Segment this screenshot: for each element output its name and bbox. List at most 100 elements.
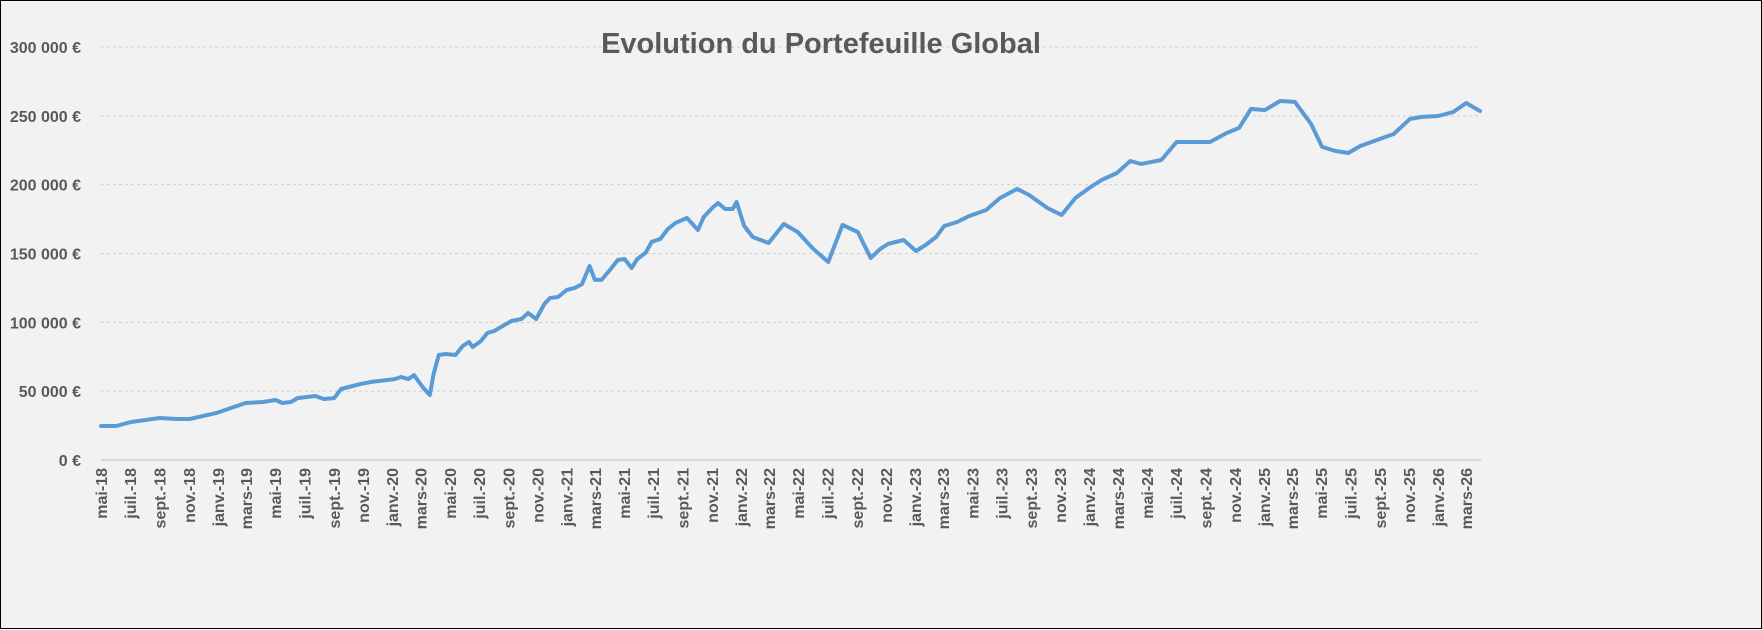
x-tick-label: janv.-23 xyxy=(908,468,925,528)
data-point xyxy=(543,303,545,305)
x-tick-label: mai-22 xyxy=(791,468,808,519)
data-point xyxy=(968,215,970,217)
x-tick-label: mars-25 xyxy=(1285,468,1302,529)
chart-title: Evolution du Portefeuille Global xyxy=(601,28,1041,60)
data-point xyxy=(631,267,633,269)
data-point xyxy=(812,248,814,250)
x-tick-label: nov.-24 xyxy=(1228,468,1245,523)
data-point xyxy=(1409,118,1411,120)
data-point xyxy=(797,231,799,233)
data-point xyxy=(783,223,785,225)
data-point xyxy=(175,418,177,420)
data-point xyxy=(549,297,551,299)
data-point xyxy=(429,394,431,396)
data-point xyxy=(323,398,325,400)
data-point xyxy=(281,402,283,404)
data-point xyxy=(407,378,409,380)
x-tick-label: janv.-19 xyxy=(211,468,228,528)
x-tick-label: janv.-25 xyxy=(1257,468,1274,528)
data-point xyxy=(636,258,638,260)
data-point xyxy=(943,225,945,227)
data-point xyxy=(610,268,612,270)
data-point xyxy=(752,236,754,238)
data-point xyxy=(433,373,435,375)
data-point xyxy=(1465,102,1467,104)
x-tick-label: sept.-22 xyxy=(850,468,867,529)
x-tick-label: nov.-18 xyxy=(182,468,199,523)
data-point xyxy=(623,258,625,260)
data-point xyxy=(468,341,470,343)
data-point xyxy=(1028,194,1030,196)
x-tick-label: juil.-23 xyxy=(994,468,1011,520)
data-point xyxy=(1347,152,1349,154)
y-tick-label: 300 000 € xyxy=(10,40,81,57)
data-point xyxy=(393,378,395,380)
data-point xyxy=(422,386,424,388)
x-tick-label: sept.-19 xyxy=(327,468,344,529)
data-point xyxy=(985,209,987,211)
data-point xyxy=(1452,111,1454,113)
y-tick-label: 150 000 € xyxy=(10,247,81,264)
data-point xyxy=(360,383,362,385)
data-point xyxy=(340,388,342,390)
data-point xyxy=(925,244,927,246)
data-point xyxy=(500,326,502,328)
data-point xyxy=(1250,108,1252,110)
x-tick-label: mars-20 xyxy=(414,468,431,529)
data-point xyxy=(445,353,447,355)
y-tick-label: 200 000 € xyxy=(10,178,81,195)
y-tick-label: 50 000 € xyxy=(19,384,81,401)
data-point xyxy=(527,312,529,314)
x-tick-label: janv.-22 xyxy=(734,468,751,528)
data-point xyxy=(290,401,292,403)
x-tick-label: mai-21 xyxy=(617,468,634,519)
data-point xyxy=(999,197,1001,199)
data-point xyxy=(480,340,482,342)
x-tick-label: sept.-23 xyxy=(1024,468,1041,529)
x-tick-label: nov.-19 xyxy=(356,468,373,523)
x-tick-label: janv.-20 xyxy=(385,468,402,528)
data-point xyxy=(297,397,299,399)
data-point xyxy=(617,259,619,261)
x-tick-label: nov.-20 xyxy=(531,468,548,523)
data-point xyxy=(1116,172,1118,174)
data-point xyxy=(1209,141,1211,143)
data-point xyxy=(462,345,464,347)
data-point xyxy=(1479,110,1481,112)
data-point xyxy=(736,201,738,203)
data-point xyxy=(1226,132,1228,134)
data-point xyxy=(1129,160,1131,162)
data-point xyxy=(601,279,603,281)
data-point xyxy=(159,417,161,419)
data-point xyxy=(827,261,829,263)
x-tick-label: mai-24 xyxy=(1140,468,1157,519)
x-tick-label: mai-20 xyxy=(443,468,460,519)
portfolio-value-line xyxy=(99,99,1482,428)
data-point xyxy=(675,222,677,224)
x-tick-label: mai-25 xyxy=(1314,468,1331,519)
x-tick-label: janv.-26 xyxy=(1431,468,1448,528)
data-point xyxy=(644,252,646,254)
data-point xyxy=(189,418,191,420)
data-point xyxy=(887,243,889,245)
data-point xyxy=(697,229,699,231)
x-tick-label: sept.-25 xyxy=(1373,468,1390,529)
x-tick-label: nov.-22 xyxy=(879,468,896,523)
data-point xyxy=(487,332,489,334)
data-point xyxy=(130,421,132,423)
data-point xyxy=(333,397,335,399)
data-point xyxy=(711,207,713,209)
data-point xyxy=(1046,207,1048,209)
x-tick-label: juil.-21 xyxy=(646,468,663,520)
data-point xyxy=(956,221,958,223)
data-point xyxy=(100,425,102,427)
data-point xyxy=(245,402,247,404)
x-tick-label: mars-24 xyxy=(1111,468,1128,529)
data-point xyxy=(370,381,372,383)
data-point xyxy=(879,248,881,250)
data-point xyxy=(1160,159,1162,161)
data-point xyxy=(857,231,859,233)
x-axis: mai-18 juil.-18 sept.-18 nov.-18 janv.-19 mar… xyxy=(94,468,1476,529)
data-point xyxy=(870,257,872,259)
